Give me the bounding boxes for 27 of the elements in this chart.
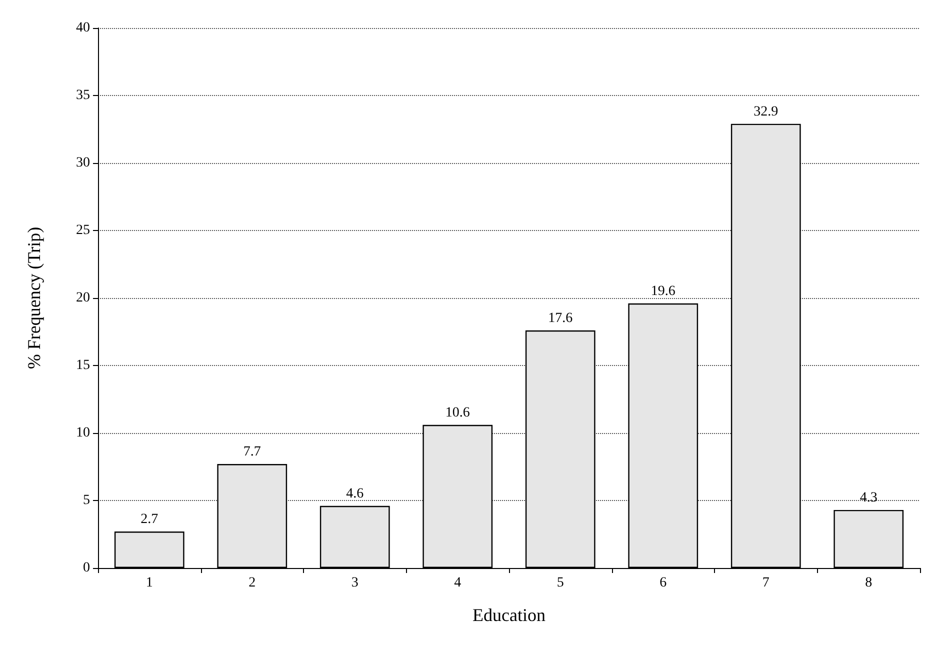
y-tick-label: 10 (76, 426, 90, 440)
x-tick-label: 4 (454, 576, 462, 590)
y-tick-label: 40 (76, 20, 90, 36)
data-label: 19.6 (650, 284, 676, 299)
data-label: 4.6 (346, 486, 364, 502)
x-axis-title: Education (472, 605, 546, 625)
x-tick-label: 7 (762, 576, 770, 590)
data-label: 2.7 (140, 512, 158, 528)
x-tick-label: 3 (351, 576, 358, 590)
x-tick-label: 6 (660, 576, 667, 590)
y-tick-label: 30 (76, 156, 90, 170)
data-label: 32.9 (754, 104, 778, 120)
y-tick-label: 20 (76, 290, 90, 306)
data-label: 17.6 (548, 310, 573, 326)
data-label: 4.3 (860, 490, 878, 506)
y-tick-label: 0 (83, 560, 90, 576)
x-tick-label: 8 (865, 576, 872, 590)
x-tick-label: 5 (556, 576, 564, 590)
y-tick-label: 15 (76, 358, 90, 373)
data-label: 10.6 (445, 405, 470, 420)
x-tick-label: 2 (248, 576, 256, 590)
y-tick-label: 35 (76, 88, 90, 103)
y-tick-label: 25 (76, 223, 90, 238)
y-tick-label: 5 (83, 493, 90, 508)
data-label: 7.7 (243, 444, 261, 460)
y-axis-title: % Frequency (Trip) (24, 226, 44, 370)
x-tick-label: 1 (146, 576, 153, 590)
